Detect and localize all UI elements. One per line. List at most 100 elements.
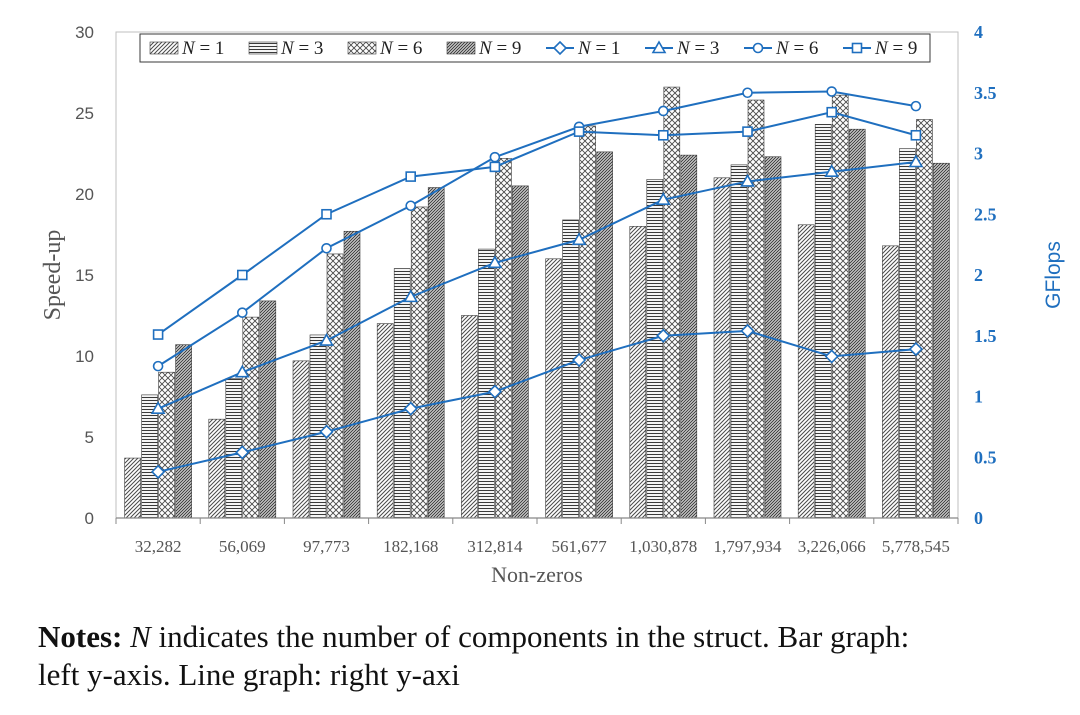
gflops-point-n3-1 [234, 364, 250, 378]
bar-n1-5 [545, 258, 562, 519]
bar-n3-9 [899, 148, 916, 519]
bar-n1-3 [376, 323, 394, 519]
gflops-point-n6-2 [321, 242, 332, 254]
legend-line-marker [851, 42, 863, 54]
gflops-point-n1-2 [319, 424, 334, 439]
legend-bar-n1: N = 1 [149, 38, 224, 59]
bar-n9-9 [933, 162, 950, 519]
bar-n1-0 [124, 457, 141, 519]
legend-bar-swatch [149, 41, 179, 55]
gflops-point-n9-6 [657, 129, 669, 141]
x-tick-label: 3,226,066 [798, 537, 866, 556]
bar-n6-9 [916, 119, 933, 519]
gflops-line-n9 [157, 111, 917, 336]
legend-bar-swatch [347, 41, 377, 55]
legend-bar-n1-label: N = 1 [181, 38, 224, 59]
legend-line-n1: N = 1 [546, 38, 620, 59]
right-y-tick-label: 3 [974, 144, 983, 164]
figure-notes: Notes: N indicates the number of compone… [38, 618, 1058, 694]
gflops-point-n1-1 [235, 445, 250, 460]
bar-n1-9 [882, 245, 899, 519]
right-y-tick-label: 1 [974, 387, 983, 407]
left-y-tick-label: 5 [85, 428, 94, 447]
gflops-point-n3-9 [908, 154, 924, 168]
bars-layer [124, 86, 950, 519]
legend-line-n6: N = 6 [744, 38, 818, 59]
x-tick-label: 1,797,934 [714, 537, 783, 556]
right-y-tick-label: 0 [974, 508, 983, 528]
legend-bar-n9: N = 9 [446, 38, 521, 59]
bar-n1-7 [713, 177, 731, 519]
bar-n3-7 [730, 164, 748, 519]
bar-n3-5 [562, 219, 579, 519]
x-tick-label: 182,168 [383, 537, 438, 556]
legend-line-marker [651, 40, 667, 54]
gflops-point-n9-5 [573, 126, 585, 137]
notes-label: Notes: [38, 619, 123, 654]
gflops-point-n6-1 [237, 307, 248, 318]
bar-n6-1 [242, 316, 260, 519]
left-y-tick-label: 30 [75, 23, 94, 42]
axes-layer: 0 5 10 15 20 25 30 0 0.5 1 1.5 2 2.5 3 3.5 4 32,282 56,06… [40, 22, 1065, 587]
right-y-tick-label: 2 [974, 265, 983, 285]
left-y-tick-label: 15 [75, 266, 94, 285]
gflops-line-n3 [157, 161, 917, 410]
gflops-point-n9-4 [489, 161, 501, 173]
legend-bar-n6-label: N = 6 [379, 38, 422, 59]
bar-n9-4 [512, 185, 529, 519]
gflops-point-n1-8 [824, 349, 839, 364]
legend-bar-n9-label: N = 9 [478, 38, 521, 59]
gflops-point-n6-0 [152, 360, 164, 372]
gflops-point-n9-0 [152, 329, 164, 340]
bar-n3-3 [393, 268, 411, 519]
gflops-point-n1-7 [740, 323, 755, 339]
bar-n6-8 [831, 94, 849, 519]
legend: N = 1 N = 3 N = 6 N = 9 N = 1 N = 3 N = 6 N = 9 [139, 33, 931, 63]
notes-text-line-2: left y-axis. Line graph: right y-axi [38, 657, 460, 692]
bar-n9-6 [680, 154, 698, 519]
legend-bar-swatch [248, 41, 278, 55]
bar-n6-6 [663, 86, 681, 519]
legend-bar-n3: N = 3 [248, 38, 323, 59]
x-tick-label: 56,069 [219, 537, 266, 556]
gflops-point-n1-9 [908, 341, 924, 357]
gflops-point-n6-7 [742, 87, 753, 99]
bar-n6-0 [158, 371, 175, 519]
speedup-gflops-chart: 0 5 10 15 20 25 30 0 0.5 1 1.5 2 2.5 3 3.5 4 32,282 56,06… [40, 22, 1065, 587]
right-y-tick-label: 2.5 [974, 204, 997, 224]
notes-variable: N [130, 619, 151, 654]
gflops-point-n1-0 [150, 464, 166, 479]
gflops-point-n9-8 [826, 106, 838, 118]
gflops-point-n3-7 [740, 173, 755, 187]
gflops-point-n9-2 [321, 208, 332, 220]
gflops-point-n3-3 [403, 289, 419, 303]
left-y-tick-label: 10 [75, 347, 94, 366]
bar-n6-3 [410, 206, 428, 519]
bar-n6-5 [579, 125, 596, 519]
bar-n9-5 [596, 151, 613, 519]
legend-line-n9: N = 9 [843, 38, 917, 59]
bar-n1-6 [629, 226, 647, 519]
gflops-point-n1-5 [571, 352, 587, 368]
gflops-point-n3-2 [319, 332, 334, 346]
bar-n6-7 [747, 99, 765, 519]
right-y-tick-label: 3.5 [974, 83, 997, 103]
left-y-tick-label: 0 [85, 509, 94, 528]
gflops-point-n1-3 [403, 401, 418, 416]
legend-line-n3: N = 3 [645, 38, 719, 59]
legend-line-n3-label: N = 3 [676, 38, 719, 59]
legend-line-n6-label: N = 6 [775, 38, 818, 59]
legend-bar-n3-label: N = 3 [280, 38, 323, 59]
gflops-point-n1-4 [487, 384, 503, 399]
gflops-point-n6-6 [657, 105, 669, 117]
legend-line-marker [552, 40, 568, 56]
bar-n6-2 [326, 253, 344, 519]
bar-n3-6 [646, 179, 664, 519]
bar-n9-1 [259, 300, 277, 519]
legend-bar-swatch [446, 41, 476, 55]
left-y-tick-label: 25 [75, 104, 94, 123]
gflops-point-n9-1 [237, 269, 248, 281]
legend-bar-n6: N = 6 [347, 38, 422, 59]
legend-line-marker [752, 42, 764, 54]
bar-n9-2 [343, 230, 361, 519]
